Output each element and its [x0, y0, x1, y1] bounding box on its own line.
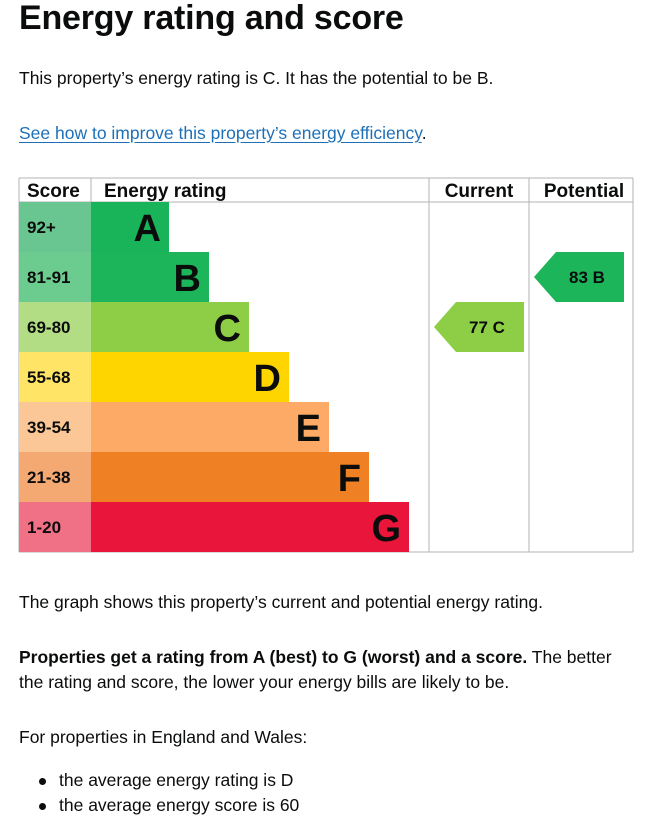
- score-cell-d: [19, 352, 91, 402]
- score-cell-c: [19, 302, 91, 352]
- rating-arrows: 77 C 83 B: [434, 252, 624, 352]
- band-letter-label: G: [371, 508, 401, 550]
- rating-bands: 92+ A 81-91 B 69-80 C 55-68 D 39-54 E 21-38 F 1-20 G: [19, 202, 409, 552]
- rating-summary: This property’s energy rating is C. It h…: [19, 68, 494, 88]
- band-score-label: 69-80: [27, 318, 70, 337]
- band-score-label: 21-38: [27, 468, 70, 487]
- band-letter-label: D: [254, 358, 281, 400]
- band-score-label: 55-68: [27, 368, 70, 387]
- page-title: Energy rating and score: [19, 0, 404, 37]
- score-cell-a: [19, 202, 91, 252]
- graph-caption: The graph shows this property’s current …: [19, 592, 544, 612]
- rating-explanation-rest: The better the rating and score, the low…: [19, 647, 612, 692]
- band-score-label: 1-20: [27, 518, 61, 537]
- list-item: the average energy rating is D: [19, 768, 299, 793]
- band-letter-label: C: [214, 308, 241, 350]
- current-rating-label: 77 C: [469, 318, 505, 337]
- potential-rating-label: 83 B: [569, 268, 605, 287]
- band-letter-label: E: [296, 408, 321, 450]
- band-score-label: 81-91: [27, 268, 70, 287]
- rating-bar-a: [91, 202, 169, 252]
- band-letter-label: B: [174, 258, 201, 300]
- rating-column-header: Energy rating: [104, 181, 226, 202]
- rating-explanation: Properties get a rating from A (best) to…: [19, 645, 639, 695]
- region-intro: For properties in England and Wales:: [19, 727, 308, 747]
- current-rating-arrow: [434, 302, 524, 352]
- band-score-label: 92+: [27, 218, 56, 237]
- band-letter-label: F: [338, 458, 361, 500]
- potential-column-header: Potential: [544, 181, 624, 202]
- band-score-label: 39-54: [27, 418, 71, 437]
- score-cell-e: [19, 402, 91, 452]
- potential-rating-arrow: [534, 252, 624, 302]
- score-cell-f: [19, 452, 91, 502]
- band-letter-label: A: [134, 208, 161, 250]
- rating-bar-d: [91, 352, 289, 402]
- current-column-header: Current: [445, 181, 514, 202]
- energy-rating-graph: 92+ A81-91 B69-80 C55-68 D39-54 E21-38 F1-20 G …: [18, 177, 634, 553]
- averages-list: the average energy rating is D the avera…: [19, 768, 299, 818]
- improve-paragraph: See how to improve this property’s energ…: [19, 121, 427, 146]
- rating-bar-c: [91, 302, 249, 352]
- rating-bar-b: [91, 252, 209, 302]
- rating-explanation-bold: Properties get a rating from A (best) to…: [19, 647, 528, 667]
- improve-efficiency-link[interactable]: See how to improve this property’s energ…: [19, 123, 422, 143]
- rating-bar-f: [91, 452, 369, 502]
- list-item: the average energy score is 60: [19, 793, 299, 818]
- score-cell-g: [19, 502, 91, 552]
- score-column-header: Score: [27, 181, 80, 202]
- improve-link-suffix: .: [421, 123, 427, 143]
- rating-bar-g: [91, 502, 409, 552]
- rating-bar-e: [91, 402, 329, 452]
- score-cell-b: [19, 252, 91, 302]
